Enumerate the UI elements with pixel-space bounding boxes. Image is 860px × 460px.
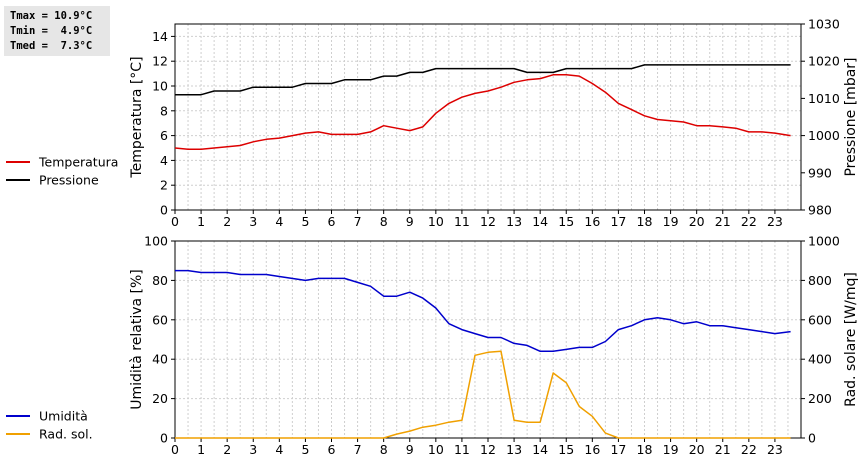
x-tick-label: 13	[506, 214, 522, 229]
tmax-stat: Tmax = 10.9°C	[10, 10, 93, 22]
x-tick-label: 9	[406, 214, 414, 229]
y-right-axis-label: Pressione [mbar]	[843, 57, 859, 176]
y-right-tick-label: 800	[808, 273, 832, 288]
y-right-tick-label: 200	[808, 391, 832, 406]
x-tick-label: 5	[301, 214, 309, 229]
tmin-stat: Tmin = 4.9°C	[10, 25, 93, 37]
y-left-tick-label: 100	[144, 234, 168, 249]
x-tick-label: 19	[663, 214, 679, 229]
y-left-axis-label: Umidità relativa [%]	[129, 269, 145, 410]
x-tick-label: 22	[741, 442, 757, 457]
x-tick-label: 14	[532, 442, 548, 457]
x-tick-label: 3	[249, 442, 257, 457]
legend-label-temperatura: Temperatura	[38, 155, 118, 170]
y-right-tick-label: 1000	[808, 128, 840, 143]
y-right-tick-label: 1000	[808, 234, 840, 249]
x-tick-label: 10	[428, 214, 444, 229]
series-line-rad-sol	[175, 350, 791, 439]
y-left-tick-label: 40	[152, 352, 168, 367]
y-left-tick-label: 12	[152, 54, 168, 69]
x-tick-label: 22	[741, 214, 757, 229]
x-tick-label: 7	[354, 442, 362, 457]
y-left-tick-label: 4	[160, 153, 168, 168]
x-tick-label: 7	[354, 214, 362, 229]
x-tick-label: 18	[637, 442, 653, 457]
y-right-tick-label: 1020	[808, 54, 840, 69]
y-right-tick-label: 990	[808, 165, 832, 180]
x-tick-label: 2	[223, 442, 231, 457]
y-left-tick-label: 8	[160, 103, 168, 118]
chart-panel-1: 0 1 2 3 4 5 6 7 8 9 10 11 12 13 14 15 16 17 18 19 20 21 22 2302…	[6, 17, 859, 229]
x-tick-label: 13	[506, 442, 522, 457]
y-left-tick-label: 6	[160, 128, 168, 143]
y-left-tick-label: 0	[160, 431, 168, 446]
x-tick-label: 21	[715, 214, 731, 229]
y-left-tick-label: 10	[152, 79, 168, 94]
y-right-axis-label: Rad. solare [W/mq]	[843, 272, 859, 407]
x-tick-label: 21	[715, 442, 731, 457]
x-tick-label: 23	[767, 214, 783, 229]
x-tick-label: 8	[380, 214, 388, 229]
y-left-axis-label: Temperatura [°C]	[129, 56, 145, 178]
y-left-tick-label: 20	[152, 391, 168, 406]
x-tick-label: 23	[767, 442, 783, 457]
chart-panel-2: 0 1 2 3 4 5 6 7 8 9 10 11 12 13 14 15 16 17 18 19 20 21 22 2302…	[6, 234, 859, 457]
temperature-stats-box: Tmax = 10.9°C Tmin = 4.9°C Tmed = 7.3°C	[4, 6, 110, 56]
series-line-pressione	[175, 64, 791, 96]
x-tick-label: 12	[480, 214, 496, 229]
y-left-tick-label: 2	[160, 178, 168, 193]
x-tick-label: 11	[454, 214, 470, 229]
x-tick-label: 12	[480, 442, 496, 457]
x-tick-label: 5	[301, 442, 309, 457]
x-tick-label: 0	[171, 442, 179, 457]
x-tick-label: 9	[406, 442, 414, 457]
x-tick-label: 18	[637, 214, 653, 229]
x-tick-label: 3	[249, 214, 257, 229]
x-tick-label: 6	[328, 214, 336, 229]
x-tick-label: 11	[454, 442, 470, 457]
x-tick-label: 0	[171, 214, 179, 229]
x-tick-label: 2	[223, 214, 231, 229]
x-tick-label: 17	[610, 214, 626, 229]
y-right-tick-label: 1010	[808, 91, 840, 106]
y-left-tick-label: 14	[152, 29, 168, 44]
legend-label-pressione: Pressione	[39, 173, 99, 188]
x-tick-label: 20	[689, 442, 705, 457]
x-tick-label: 14	[532, 214, 548, 229]
x-tick-label: 10	[428, 442, 444, 457]
y-left-tick-label: 0	[160, 203, 168, 218]
series-line-temperatura	[174, 74, 791, 150]
y-right-tick-label: 0	[808, 431, 816, 446]
x-tick-label: 16	[584, 442, 600, 457]
series-line-umidit	[175, 269, 791, 353]
x-tick-label: 15	[558, 214, 574, 229]
x-tick-label: 8	[380, 442, 388, 457]
y-right-tick-label: 400	[808, 352, 832, 367]
y-right-tick-label: 980	[808, 203, 832, 218]
x-tick-label: 19	[663, 442, 679, 457]
tmed-stat: Tmed = 7.3°C	[10, 40, 93, 52]
y-left-tick-label: 80	[152, 273, 168, 288]
x-tick-label: 4	[275, 214, 283, 229]
x-tick-label: 17	[610, 442, 626, 457]
legend-label-rad-sol: Rad. sol.	[39, 427, 93, 442]
legend-label-umidit: Umidità	[39, 409, 88, 424]
x-tick-label: 16	[584, 214, 600, 229]
x-tick-label: 15	[558, 442, 574, 457]
x-tick-label: 6	[328, 442, 336, 457]
x-tick-label: 4	[275, 442, 283, 457]
y-right-tick-label: 1030	[808, 17, 840, 32]
y-right-tick-label: 600	[808, 312, 832, 327]
x-tick-label: 1	[197, 442, 205, 457]
x-tick-label: 20	[689, 214, 705, 229]
y-left-tick-label: 60	[152, 312, 168, 327]
x-tick-label: 1	[197, 214, 205, 229]
